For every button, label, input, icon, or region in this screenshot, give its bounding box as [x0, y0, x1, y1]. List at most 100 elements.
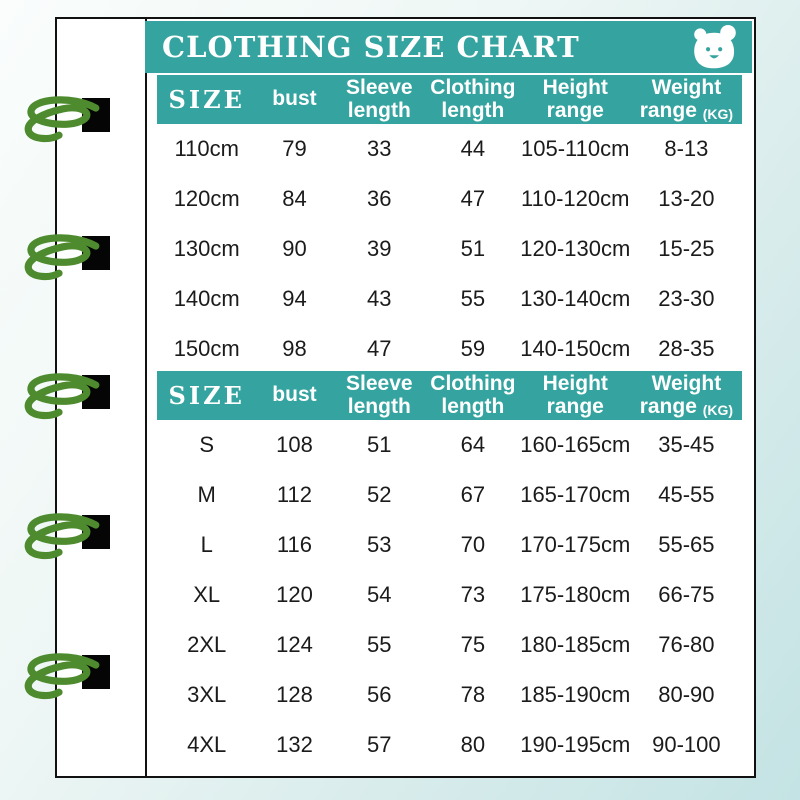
binding-margin-divider [145, 19, 147, 776]
spiral-ring-icon [24, 96, 100, 143]
table-cell: 105-110cm [521, 136, 630, 161]
header-line: Weight [651, 372, 722, 396]
table-cell: 84 [282, 186, 307, 211]
table-body: 110cm 79 33 44 105-110cm 8-13 120cm 84 36 47 110-1… [157, 124, 742, 374]
table-cell: 23-30 [658, 286, 715, 311]
header-line: Height [542, 372, 608, 396]
table-cell: L [200, 532, 213, 557]
table-cell: 55-65 [658, 532, 715, 557]
col-header-bust: bust [272, 383, 317, 407]
table-row: 110cm 79 33 44 105-110cm 8-13 [157, 124, 742, 174]
table-cell: 110-120cm [521, 186, 630, 211]
spiral-ring-icon [24, 373, 100, 420]
table-cell: 165-170cm [520, 482, 631, 507]
col-header-height-range: Height range [520, 372, 631, 418]
table-cell: M [197, 482, 216, 507]
col-header-clothing-length: Clothing length [426, 372, 520, 418]
table-cell: S [199, 432, 215, 457]
title-bar: CLOTHING SIZE CHART [145, 21, 752, 73]
table-cell: 120cm [173, 186, 240, 211]
table-cell: 170-175cm [520, 532, 631, 557]
spiral-ring-icon [24, 234, 100, 281]
table-cell: 51 [460, 236, 486, 261]
col-header-size: SIZE [168, 381, 245, 410]
header-line: Height [542, 76, 608, 100]
table-row: 140cm 94 43 55 130-140cm 23-30 [157, 274, 742, 324]
table-cell: 43 [367, 286, 392, 311]
table-cell: 73 [460, 582, 486, 607]
page-title: CLOTHING SIZE CHART [162, 30, 580, 64]
col-header-sleeve-length: Sleeve length [332, 76, 426, 122]
table-row: 150cm 98 47 59 140-150cm 28-35 [157, 324, 742, 374]
table-cell: 78 [460, 682, 486, 707]
table-cell: 57 [367, 732, 392, 757]
header-line: Clothing [430, 76, 516, 100]
table-cell: 13-20 [658, 186, 715, 211]
table-cell: 75 [460, 632, 486, 657]
bear-icon [694, 24, 736, 69]
header-line: range (KG) [631, 394, 742, 418]
header-line: range [546, 394, 604, 418]
table-cell: 54 [367, 582, 392, 607]
table-cell: 47 [460, 186, 486, 211]
table-cell: 130-140cm [520, 286, 631, 311]
table-cell: 66-75 [658, 582, 715, 607]
header-line: length [441, 98, 505, 122]
header-line: Weight [651, 76, 722, 100]
table-cell: 112 [276, 482, 312, 507]
table-cell: 130cm [173, 236, 240, 261]
col-header-weight-range: Weight range (KG) [631, 76, 742, 122]
table-cell: 39 [367, 236, 392, 261]
header-line: Clothing [430, 372, 516, 396]
table-cell: 70 [460, 532, 486, 557]
table-header: SIZE bust Sleeve length Clothing length … [157, 75, 742, 124]
table-cell: 79 [282, 136, 307, 161]
table-cell: 128 [276, 682, 313, 707]
weight-unit-label: (KG) [702, 105, 734, 122]
table-cell: 2XL [187, 632, 227, 657]
table-cell: 80-90 [658, 682, 715, 707]
table-cell: XL [193, 582, 221, 607]
table-cell: 175-180cm [520, 582, 631, 607]
spiral-ring-icon [24, 513, 100, 560]
table-row: XL 120 54 73 175-180cm 66-75 [157, 570, 742, 620]
header-line: length [441, 394, 505, 418]
col-header-sleeve-length: Sleeve length [332, 372, 426, 418]
table-cell: 185-190cm [520, 682, 631, 707]
paper-page: CLOTHING SIZE CHART SIZE bust Sleeve len… [55, 17, 756, 778]
table-cell: 55 [367, 632, 392, 657]
table-row: 130cm 90 39 51 120-130cm 15-25 [157, 224, 742, 274]
table-cell: 67 [460, 482, 486, 507]
table-cell: 8-13 [664, 136, 709, 161]
table-cell: 110cm [174, 136, 239, 161]
table-cell: 3XL [187, 682, 227, 707]
header-line: range (KG) [631, 99, 742, 122]
table-cell: 33 [367, 136, 392, 161]
header-line: length [347, 98, 411, 122]
table-cell: 94 [282, 286, 307, 311]
weight-unit-label: (KG) [702, 401, 734, 418]
table-cell: 59 [460, 336, 486, 361]
col-header-height-range: Height range [520, 76, 631, 122]
col-header-clothing-length: Clothing length [426, 76, 520, 122]
col-header-size: SIZE [168, 85, 245, 114]
table-cell: 47 [367, 336, 392, 361]
table-cell: 150cm [173, 336, 240, 361]
table-cell: 90-100 [652, 732, 721, 757]
table-cell: 64 [460, 432, 486, 457]
table-row: M 112 52 67 165-170cm 45-55 [157, 470, 742, 520]
table-cell: 53 [367, 532, 392, 557]
header-line-text: range [639, 394, 697, 418]
table-cell: 15-25 [658, 236, 715, 261]
table-cell: 180-185cm [520, 632, 631, 657]
table-cell: 98 [282, 336, 307, 361]
table-cell: 80 [460, 732, 486, 757]
table-row: L 116 53 70 170-175cm 55-65 [157, 520, 742, 570]
header-line: Sleeve [346, 372, 413, 396]
header-line: length [347, 394, 411, 418]
table-cell: 56 [367, 682, 392, 707]
table-cell: 124 [276, 632, 313, 657]
table-cell: 51 [367, 432, 392, 457]
table-cell: 52 [367, 482, 392, 507]
